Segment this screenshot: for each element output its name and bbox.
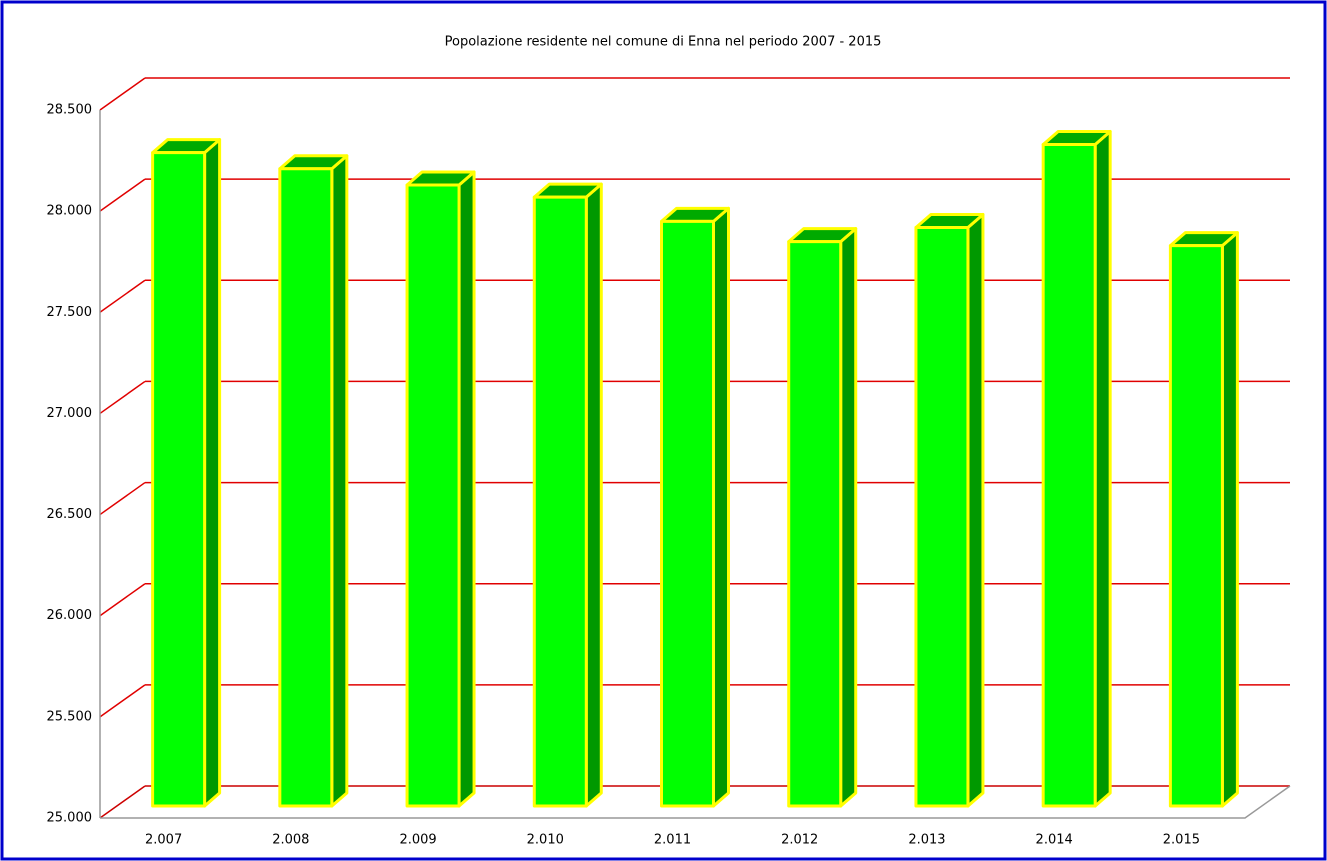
grid-line-side xyxy=(99,583,146,617)
bar xyxy=(660,219,715,808)
grid-line-side xyxy=(99,684,146,718)
x-tick-label: 2.009 xyxy=(399,833,436,848)
bar-side xyxy=(584,182,603,808)
chart-title: Popolazione residente nel comune di Enna… xyxy=(445,35,882,50)
bar-side xyxy=(1093,130,1112,808)
x-tick-label: 2.010 xyxy=(527,833,564,848)
y-tick-label: 25.000 xyxy=(47,811,93,826)
grid-line-side xyxy=(99,178,146,212)
y-tick-label: 26.500 xyxy=(47,507,93,522)
x-tick-label: 2.013 xyxy=(908,833,945,848)
grid-line-side xyxy=(99,77,146,111)
grid-line-side xyxy=(99,785,146,819)
bar xyxy=(278,167,334,808)
bar-side xyxy=(839,227,858,808)
y-tick-label: 28.500 xyxy=(47,103,93,118)
y-tick-label: 26.000 xyxy=(47,608,93,623)
bar-side xyxy=(966,212,985,808)
floor-edge xyxy=(100,785,1291,819)
bar xyxy=(151,151,207,808)
x-tick-label: 2.007 xyxy=(145,833,182,848)
bar-side xyxy=(203,138,222,808)
bar xyxy=(1041,143,1097,808)
bar xyxy=(405,183,461,808)
y-tick-label: 27.500 xyxy=(47,305,93,320)
y-tick-label: 27.000 xyxy=(47,406,93,421)
bar-side xyxy=(457,170,476,808)
bar xyxy=(1168,244,1224,808)
grid-line-side xyxy=(99,380,146,415)
grid-line-side xyxy=(99,279,146,313)
x-tick-label: 2.014 xyxy=(1036,833,1073,848)
x-tick-label: 2.008 xyxy=(272,833,309,848)
grid-line-side xyxy=(99,481,146,516)
y-tick-label: 25.500 xyxy=(47,709,93,724)
bar-side xyxy=(330,154,349,808)
bar xyxy=(914,225,970,808)
y-tick-label: 28.000 xyxy=(47,204,93,219)
bar-side xyxy=(712,206,730,808)
x-tick-label: 2.012 xyxy=(781,833,818,848)
bar xyxy=(532,195,588,808)
bar xyxy=(787,240,843,808)
bar-side xyxy=(1220,231,1239,808)
x-tick-label: 2.015 xyxy=(1163,833,1200,848)
x-tick-label: 2.011 xyxy=(654,833,691,848)
